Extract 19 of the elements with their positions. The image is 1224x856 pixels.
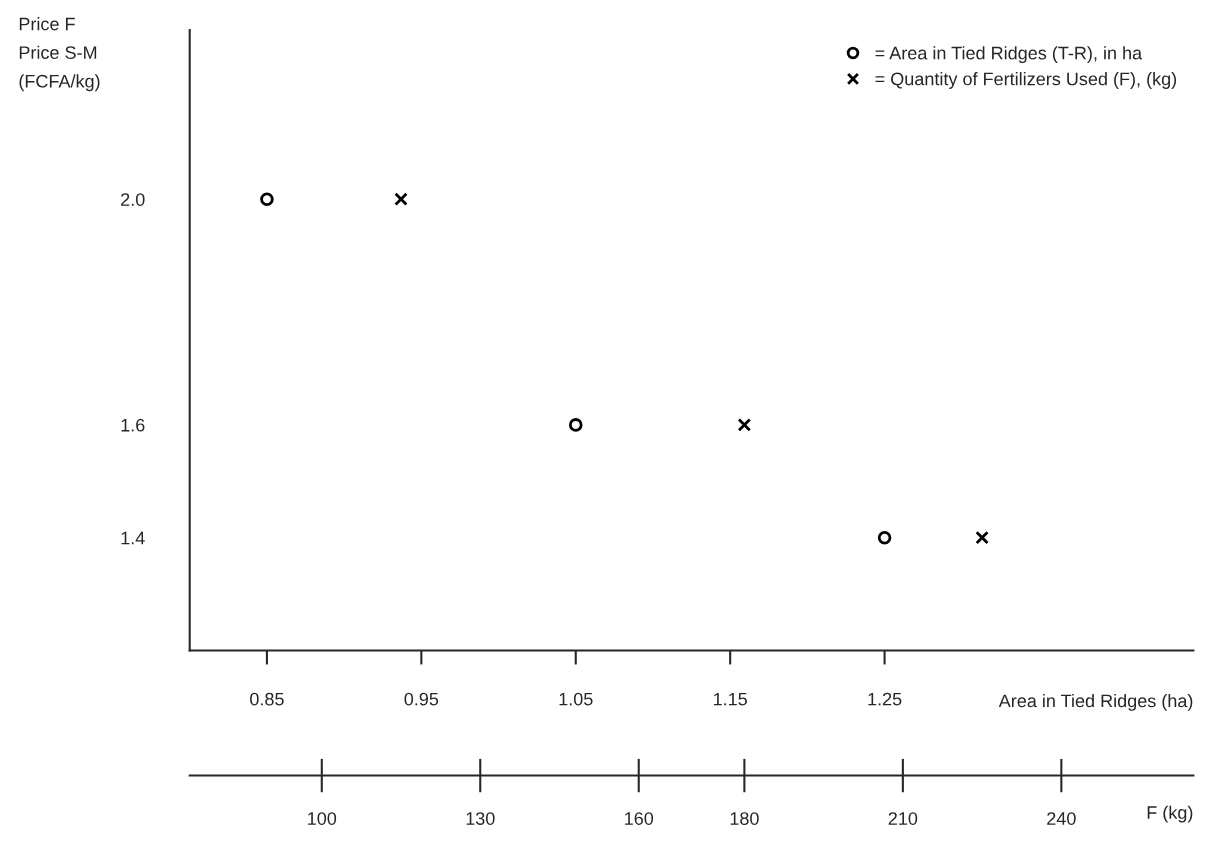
x2-axis-title: F (kg) xyxy=(1147,805,1193,823)
x-tick-label: 0.95 xyxy=(404,692,439,706)
y-axis-title: Price F Price S-M (FCFA/kg) xyxy=(19,17,100,92)
y-tick-label: 1.6 xyxy=(121,418,145,432)
x2-tick-label: 160 xyxy=(625,812,654,825)
x-tick-label: 1.15 xyxy=(713,692,747,706)
legend-label: = Area in Tied Ridges (T-R), in ha xyxy=(875,46,1143,64)
x2-tick-label: 210 xyxy=(888,812,918,825)
x-tick-label: 1.25 xyxy=(868,692,902,706)
y-tick-label: 2.0 xyxy=(121,193,145,206)
x2-tick-label: 100 xyxy=(308,812,337,825)
x-axis-title: Area in Tied Ridges (ha) xyxy=(998,694,1193,711)
x-tick-label: 0.85 xyxy=(250,692,284,706)
x2-tick-label: 130 xyxy=(466,812,495,825)
x2-tick-label: 240 xyxy=(1047,812,1076,825)
y-tick-label: 1.4 xyxy=(121,531,145,545)
x-tick-label: 1.05 xyxy=(559,692,593,706)
x2-tick-label: 180 xyxy=(730,812,759,825)
legend-label: = Quantity of Fertilizers Used (F), (kg) xyxy=(875,72,1177,89)
